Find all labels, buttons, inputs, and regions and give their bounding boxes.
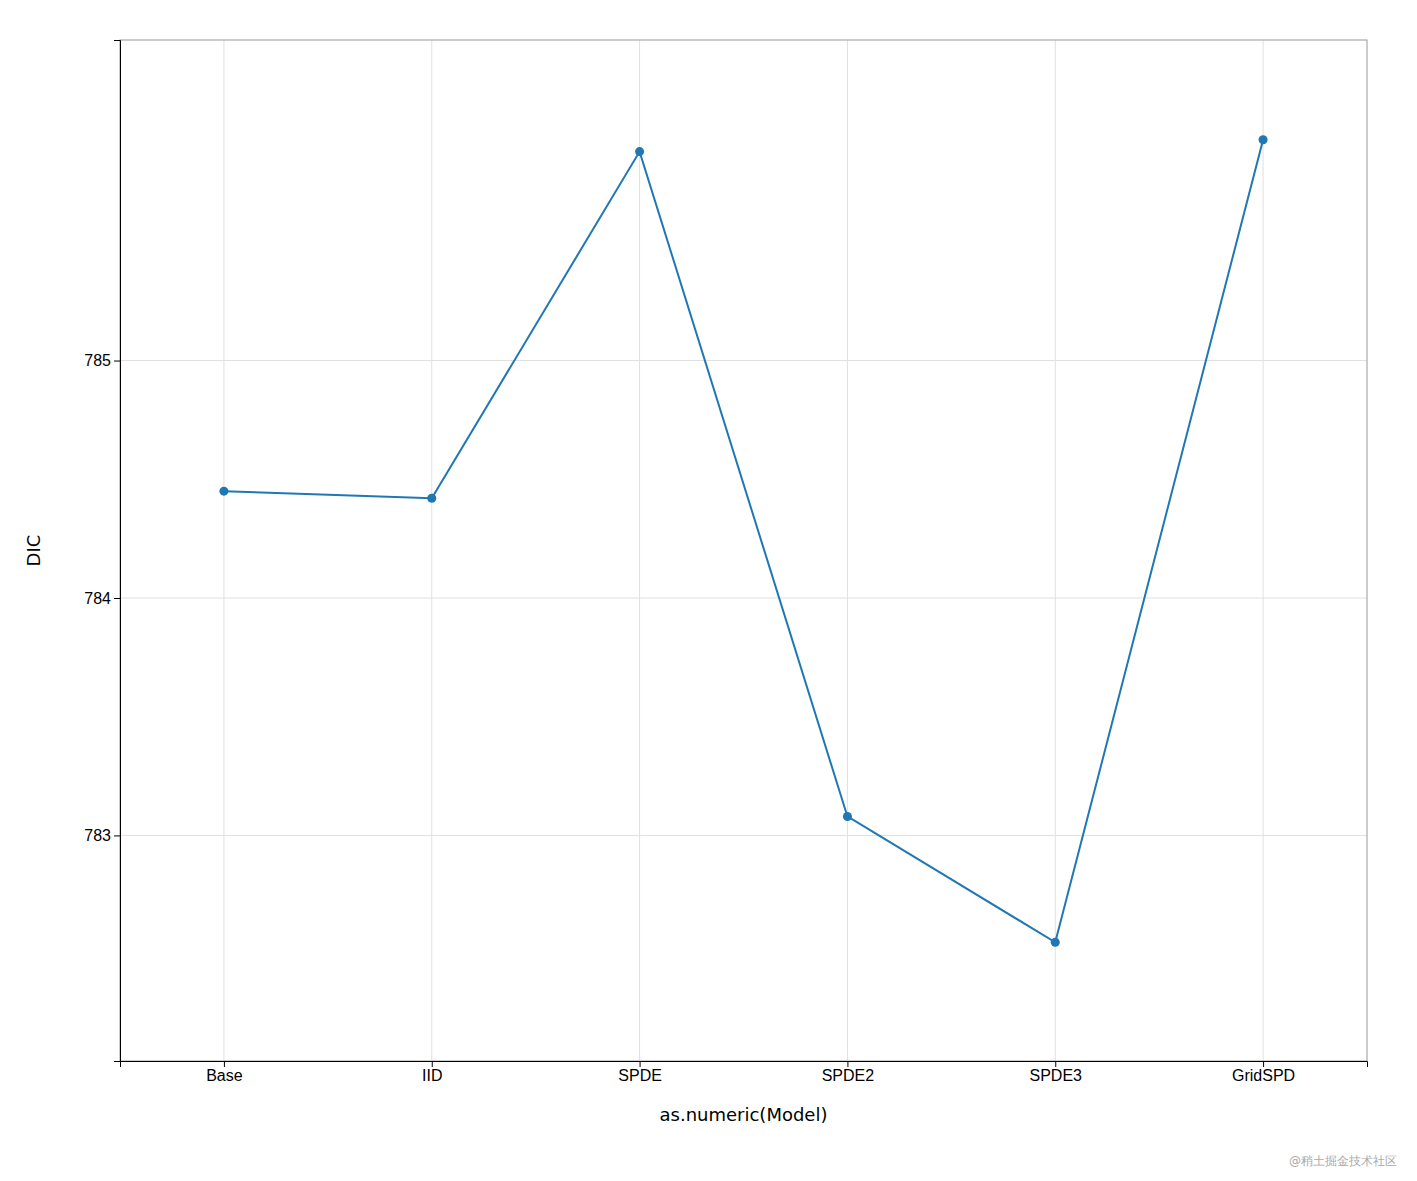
marks bbox=[219, 135, 1267, 947]
x-tick: SPDE bbox=[618, 1061, 662, 1084]
grid-line bbox=[1055, 40, 1056, 1061]
y-tick-mark bbox=[114, 835, 120, 836]
x-tick-label: SPDE bbox=[618, 1067, 662, 1084]
x-tick: Base bbox=[206, 1061, 243, 1084]
point bbox=[1051, 938, 1060, 947]
grid-line bbox=[431, 40, 432, 1061]
y-tick: 785 bbox=[84, 352, 120, 369]
x-tick-mark bbox=[1263, 1061, 1264, 1067]
point bbox=[843, 812, 852, 821]
x-tick: GridSPD bbox=[1232, 1061, 1295, 1084]
y-axis-line bbox=[114, 41, 121, 1062]
x-tick-mark bbox=[1055, 1061, 1056, 1067]
x-tick-label: SPDE2 bbox=[822, 1067, 875, 1084]
watermark: @稍土掘金技术社区 bbox=[1289, 1154, 1397, 1168]
grid-line bbox=[1263, 40, 1264, 1061]
chart: Base IID SPDE SPDE2 SPDE3 GridSPD 783 784 785 as.… bbox=[0, 0, 1417, 1181]
y-tick-mark bbox=[114, 361, 120, 362]
plot-frame bbox=[120, 40, 1367, 1061]
y-axis: 783 784 785 bbox=[84, 41, 120, 1062]
x-tick-label: SPDE3 bbox=[1030, 1067, 1083, 1084]
y-tick-label: 785 bbox=[84, 352, 111, 369]
x-axis: Base IID SPDE SPDE2 SPDE3 GridSPD bbox=[121, 1061, 1368, 1084]
x-tick-mark bbox=[847, 1061, 848, 1067]
y-tick: 784 bbox=[84, 590, 120, 607]
grid-line bbox=[223, 40, 224, 1061]
grid-line bbox=[120, 360, 1367, 361]
x-tick-label: Base bbox=[206, 1067, 243, 1084]
line bbox=[224, 140, 1263, 943]
x-tick: SPDE2 bbox=[822, 1061, 875, 1084]
grid-line bbox=[120, 597, 1367, 598]
y-axis-title: DIC bbox=[23, 535, 44, 567]
y-tick-label: 783 bbox=[84, 827, 111, 844]
x-tick-mark bbox=[224, 1061, 225, 1067]
x-tick: IID bbox=[422, 1061, 442, 1084]
x-axis-title: as.numeric(Model) bbox=[660, 1104, 828, 1125]
point bbox=[219, 487, 228, 496]
y-tick-label: 784 bbox=[84, 590, 111, 607]
x-tick-mark bbox=[432, 1061, 433, 1067]
grid-line bbox=[847, 40, 848, 1061]
grid-line bbox=[639, 40, 640, 1061]
point bbox=[635, 147, 644, 156]
point bbox=[427, 494, 436, 503]
plot: Base IID SPDE SPDE2 SPDE3 GridSPD 783 784 785 bbox=[84, 40, 1367, 1084]
x-tick: SPDE3 bbox=[1030, 1061, 1083, 1084]
x-tick-label: IID bbox=[422, 1067, 442, 1084]
grid bbox=[120, 40, 1367, 1061]
x-tick-mark bbox=[640, 1061, 641, 1067]
grid-line bbox=[120, 835, 1367, 836]
x-axis-line bbox=[121, 1062, 1368, 1068]
y-tick: 783 bbox=[84, 827, 120, 844]
point bbox=[1259, 135, 1268, 144]
y-tick-mark bbox=[114, 598, 120, 599]
x-tick-label: GridSPD bbox=[1232, 1067, 1295, 1084]
